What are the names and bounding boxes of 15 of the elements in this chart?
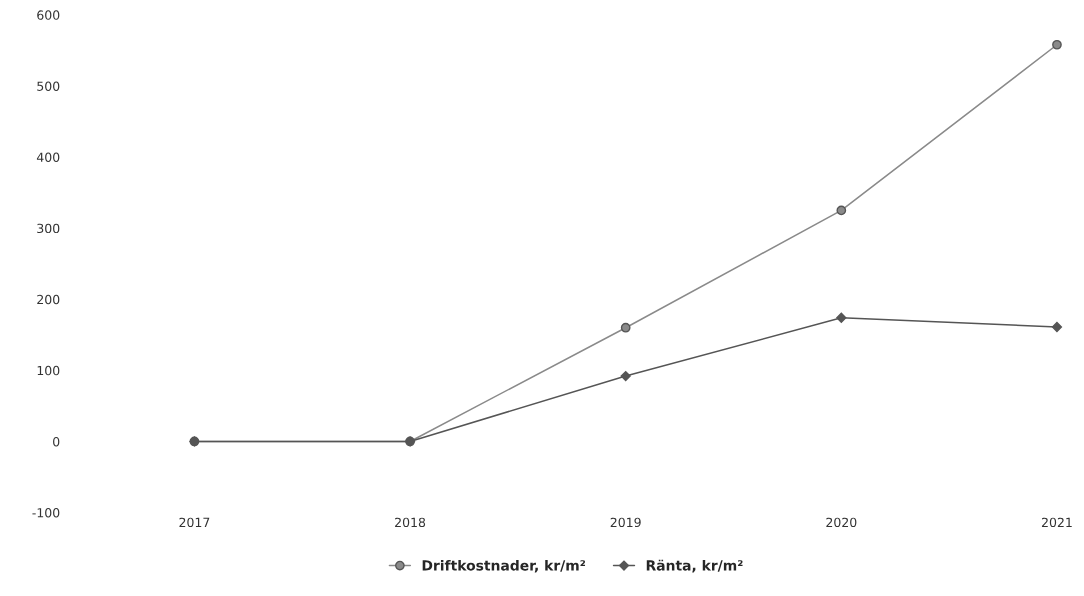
y-tick-label: 300 (37, 223, 60, 234)
y-tick-label: 400 (36, 152, 60, 163)
x-tick-label: 2021 (1041, 517, 1072, 528)
y-tick-label: 100 (37, 365, 60, 376)
y-tick-label: 600 (37, 10, 60, 20)
y-tick-label: 200 (37, 294, 60, 305)
legend-label: Driftkostnader, kr/m² (422, 559, 586, 573)
x-tick-label: 2019 (610, 517, 641, 528)
x-tick-label: 2017 (179, 517, 210, 528)
y-tick-label: 0 (53, 436, 60, 447)
y-tick-label: -100 (32, 508, 60, 518)
legend-label: Ränta, kr/m² (646, 559, 743, 573)
y-tick-label: 500 (37, 81, 60, 91)
x-tick-label: 2018 (395, 517, 426, 528)
x-tick-label: 2020 (826, 517, 857, 528)
